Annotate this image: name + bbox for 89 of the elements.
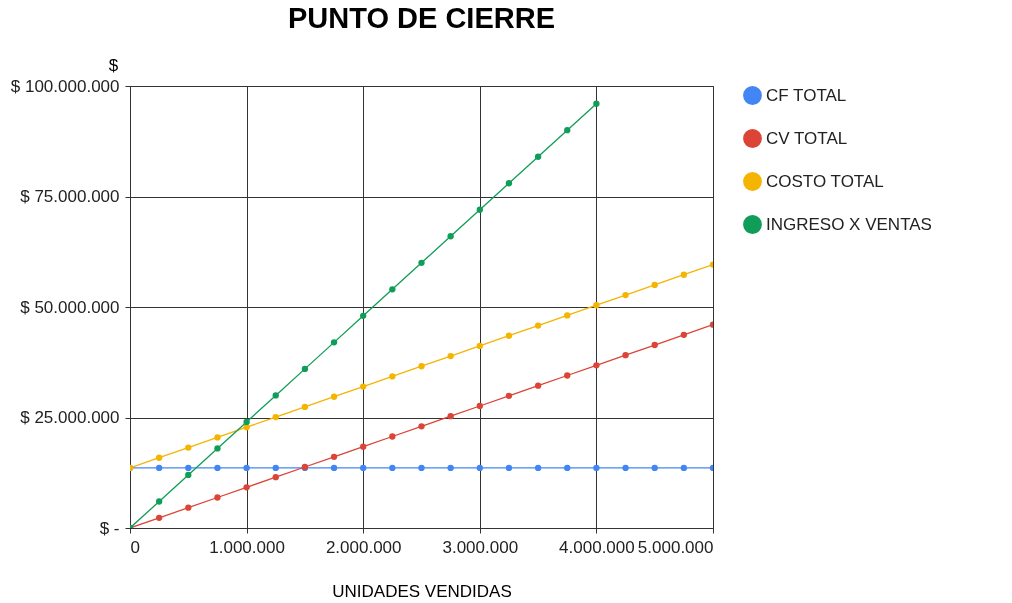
point	[476, 342, 483, 350]
point	[593, 464, 600, 472]
point	[301, 403, 309, 411]
point	[155, 454, 163, 461]
point	[622, 291, 629, 299]
x-tick-label: 3.000.000	[442, 537, 519, 557]
point	[447, 352, 454, 360]
point	[564, 127, 571, 134]
point	[505, 392, 513, 399]
point	[505, 180, 513, 187]
point	[476, 464, 483, 472]
point	[330, 393, 338, 400]
point	[301, 365, 309, 373]
point	[272, 392, 279, 399]
y-axis-title: $	[108, 55, 119, 75]
point	[243, 418, 250, 426]
point	[389, 373, 396, 380]
point	[476, 402, 483, 410]
point	[360, 383, 367, 390]
x-tick-label: 0	[130, 537, 140, 557]
y-tick-label: $ 50.000.000	[20, 297, 120, 317]
x-tick-label: 2.000.000	[325, 537, 402, 557]
y-tick-label: $ 25.000.000	[20, 408, 120, 427]
point	[593, 362, 600, 369]
point	[389, 464, 396, 472]
point	[272, 474, 279, 481]
point	[447, 413, 454, 420]
point	[505, 464, 513, 472]
point	[330, 453, 338, 460]
point	[243, 484, 250, 491]
point	[447, 233, 454, 240]
point	[534, 153, 542, 160]
point	[360, 312, 367, 319]
point	[272, 413, 279, 421]
point	[593, 100, 600, 107]
point	[330, 339, 338, 346]
point	[185, 464, 192, 472]
point	[505, 332, 513, 339]
point	[418, 464, 425, 472]
point	[418, 363, 425, 370]
point	[476, 206, 483, 213]
point	[389, 286, 396, 293]
legend-label: COSTO TOTAL	[766, 171, 884, 191]
point	[243, 424, 250, 431]
point	[534, 464, 542, 472]
point	[243, 464, 250, 472]
point	[214, 464, 221, 472]
y-tick-label: $ -	[99, 518, 120, 538]
x-axis-title: UNIDADES VENDIDAS	[332, 581, 512, 601]
point	[680, 331, 688, 338]
point	[330, 464, 338, 472]
point	[534, 382, 542, 389]
x-tick-label: 4.000.000	[559, 537, 635, 557]
legend-label: INGRESO X VENTAS	[766, 214, 932, 234]
point	[418, 423, 425, 430]
point	[564, 464, 571, 472]
point	[272, 464, 279, 472]
point	[593, 302, 600, 309]
point	[622, 352, 629, 359]
point	[185, 504, 192, 511]
chart-title: PUNTO DE CIERRE	[288, 2, 555, 34]
y-tick-label: $ 75.000.000	[20, 187, 120, 206]
point	[651, 464, 658, 472]
point	[447, 464, 454, 472]
point	[185, 444, 192, 451]
point	[389, 433, 396, 440]
point	[651, 281, 658, 289]
point	[155, 514, 163, 521]
legend-label: CV TOTAL	[766, 128, 848, 148]
point	[564, 312, 571, 319]
x-tick-label: 1.000.000	[209, 537, 285, 557]
point	[214, 494, 221, 501]
point	[680, 271, 688, 278]
point	[651, 341, 658, 349]
point	[360, 443, 367, 450]
x-tick-label: 5.000.000	[637, 537, 714, 557]
point	[185, 471, 192, 479]
legend-label: CF TOTAL	[766, 85, 847, 105]
point	[155, 464, 163, 472]
point	[214, 434, 221, 441]
point	[564, 372, 571, 379]
point	[360, 464, 367, 472]
point	[214, 445, 221, 452]
point	[534, 322, 542, 329]
point	[418, 259, 425, 266]
y-tick-label: $ 100.000.000	[10, 76, 120, 96]
point	[680, 464, 688, 472]
point	[622, 464, 629, 472]
point	[155, 498, 163, 505]
